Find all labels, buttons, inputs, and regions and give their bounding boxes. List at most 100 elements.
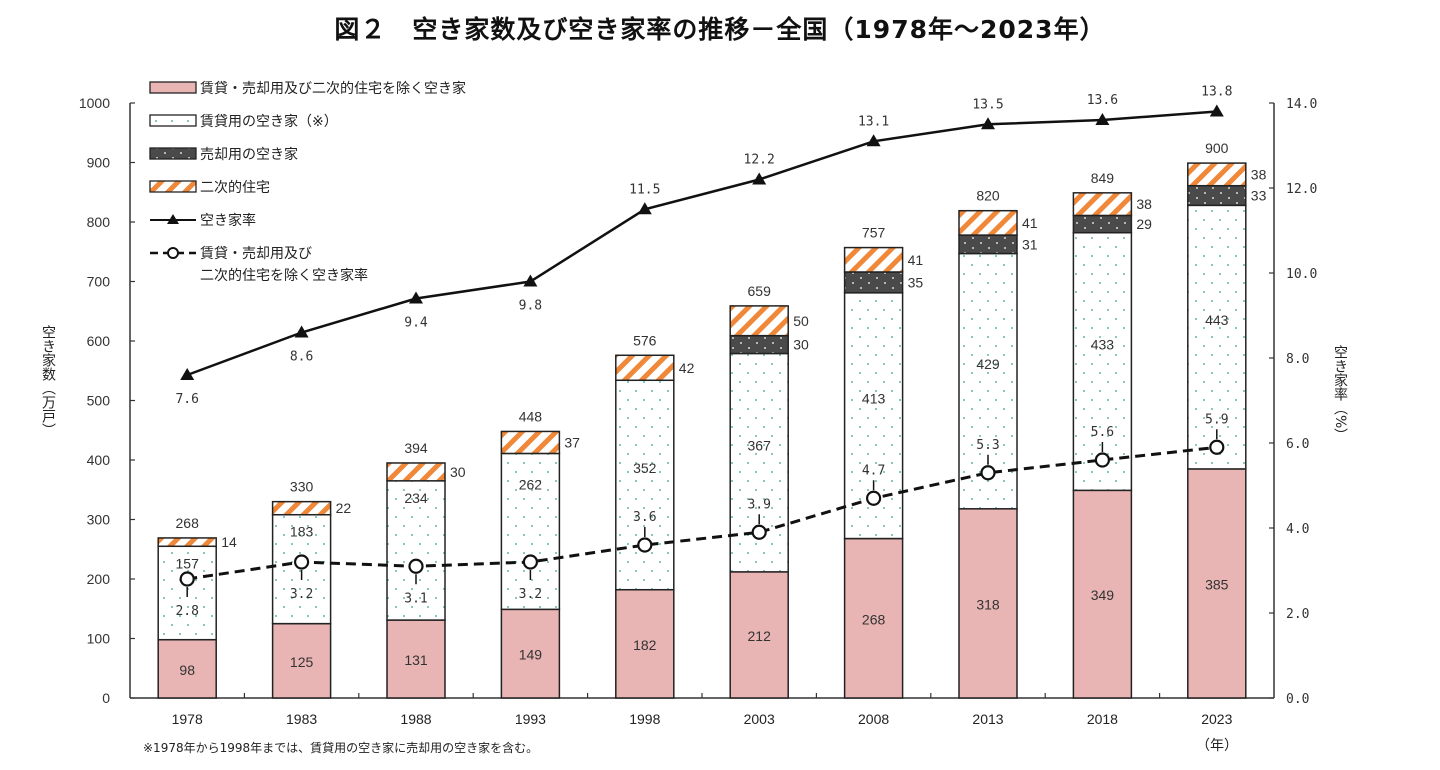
dotted-white-bar-swatch (149, 114, 197, 127)
bar-value-label: 37 (564, 434, 580, 450)
y2-tick-label: 6.0 (1286, 437, 1309, 452)
vacancy-rate-label: 8.6 (290, 350, 313, 365)
circle-marker (980, 465, 996, 481)
bar-segment-rental (615, 379, 675, 591)
y-tick-label: 700 (87, 274, 111, 290)
legend-label: 賃貸・売却用及び二次的住宅を除く空き家 (200, 80, 466, 97)
bar-total-label: 268 (176, 515, 200, 531)
legend-item: 二次的住宅 (149, 180, 270, 196)
circle-marker (637, 537, 653, 553)
y2-tick-label: 12.0 (1286, 182, 1317, 197)
dark-bar-swatch (149, 147, 197, 160)
bar-value-label: 183 (290, 524, 314, 540)
vacancy-rate-line (186, 110, 1217, 377)
legend-label: 賃貸・売却用及び (200, 246, 312, 262)
vacancy-rate-label: 11.5 (629, 182, 660, 197)
triangle-marker (180, 368, 195, 380)
bar-segment-other-vacant (729, 571, 789, 699)
triangle-marker (294, 325, 309, 338)
triangle-marker-icon (167, 214, 179, 224)
other-vacancy-rate-label: 3.1 (404, 591, 427, 606)
other-vacancy-rate-label: 5.6 (1091, 425, 1114, 440)
bar-value-label: 41 (908, 252, 924, 268)
circle-marker (408, 558, 424, 574)
circle-marker (1094, 452, 1111, 468)
bar-value-label: 31 (1022, 236, 1038, 252)
x-tick-label: 1993 (515, 711, 546, 727)
bar-segment-rental (1187, 204, 1247, 470)
other-vacancy-rate-label: 3.2 (290, 587, 313, 602)
bar-segment-for-sale (958, 234, 1018, 255)
x-tick-label: 1998 (629, 711, 660, 727)
bar-total-label: 394 (404, 440, 428, 456)
bar-value-label: 157 (176, 555, 200, 571)
bar-segment-secondary (157, 537, 217, 548)
bar-segment-secondary (1072, 192, 1133, 217)
legend-label: 売却用の空き家 (200, 146, 298, 163)
bar-value-label: 234 (404, 490, 428, 506)
bar-total-label: 576 (633, 332, 657, 348)
vacancy-rate-label: 13.8 (1201, 85, 1232, 100)
bars (157, 162, 1247, 699)
bar-value-label: 149 (519, 647, 543, 663)
legend-label: 空き家率 (200, 212, 256, 229)
bar-segment-other-vacant (1072, 489, 1133, 699)
bar-total-label: 659 (748, 283, 772, 299)
chart-title: 図２ 空き家数及び空き家率の推移－全国（1978年～2023年） (334, 15, 1106, 44)
y2-tick-label: 10.0 (1286, 267, 1317, 282)
y-tick-label: 100 (87, 631, 111, 647)
vacancy-rate-label: 12.2 (744, 153, 775, 168)
bar-total-label: 820 (976, 188, 1000, 204)
y2-tick-label: 2.0 (1286, 607, 1309, 622)
other-vacancy-rate-label: 4.7 (862, 463, 885, 478)
bar-value-label: 131 (404, 652, 428, 668)
bar-value-label: 22 (336, 500, 352, 516)
bar-segment-for-sale (729, 334, 789, 355)
bar-segment-rental (500, 452, 561, 611)
bar-value-label: 349 (1091, 587, 1115, 603)
y-axis-title: 空き家数（万戸） (40, 325, 56, 437)
y-tick-label: 500 (87, 393, 111, 409)
bar-value-label: 30 (450, 464, 466, 480)
bar-value-label: 443 (1205, 312, 1229, 328)
triangle-marker (752, 172, 767, 185)
bar-value-label: 182 (633, 637, 657, 653)
bar-segment-secondary (615, 354, 675, 382)
circle-marker (751, 524, 767, 540)
circle-marker (865, 490, 882, 506)
bar-total-label: 900 (1205, 140, 1229, 156)
triangle-marker (409, 291, 423, 304)
x-tick-label: 1978 (172, 711, 203, 727)
x-tick-label: 2003 (744, 711, 775, 727)
y-tick-label: 200 (87, 571, 111, 587)
bar-segment-rental (386, 480, 446, 621)
bar-value-label: 41 (1022, 215, 1038, 231)
y-tick-label: 400 (87, 452, 111, 468)
legend-label: 賃貸用の空き家（※） (200, 113, 338, 130)
bar-value-label: 38 (1136, 196, 1152, 212)
bar-value-label: 38 (1251, 166, 1267, 182)
bar-value-label: 429 (976, 356, 1000, 372)
bar-value-label: 35 (908, 274, 924, 290)
circle-marker (179, 571, 195, 587)
labels: 98 157 14 268 125 183 22 330 131 234 30 394 149 262 37… (175, 85, 1266, 678)
y-tick-label: 300 (87, 512, 111, 528)
x-tick-label: 2023 (1201, 711, 1232, 727)
vacancy-rate-label: 13.6 (1087, 93, 1118, 108)
triangle-marker (523, 274, 538, 287)
x-tick-label: 2008 (858, 711, 889, 727)
bar-segment-secondary (843, 246, 904, 273)
legend-label: 二次的住宅を除く空き家率 (200, 267, 368, 284)
x-tick-label: 1988 (400, 711, 431, 727)
bar-total-label: 330 (290, 479, 314, 495)
triangle-marker (1209, 104, 1224, 117)
bar-value-label: 352 (633, 460, 657, 476)
bar-segment-for-sale (843, 271, 904, 294)
bar-segment-other-vacant (958, 508, 1018, 699)
vacancy-rate-label: 13.5 (972, 97, 1003, 112)
bar-value-label: 30 (793, 337, 809, 353)
bar-value-label: 14 (221, 534, 237, 550)
bar-total-label: 448 (519, 408, 543, 424)
